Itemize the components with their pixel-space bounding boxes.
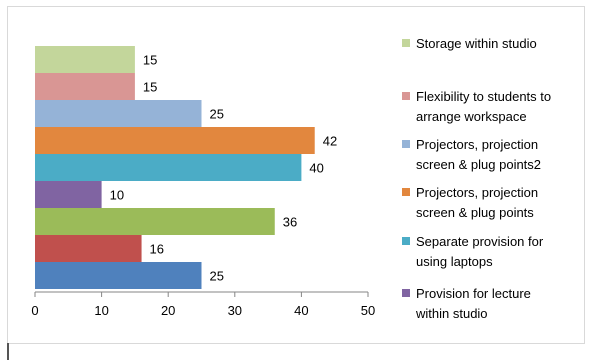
bar-value-label: 15 — [143, 80, 157, 95]
legend-label: using laptops — [416, 254, 493, 269]
bar-2 — [35, 73, 135, 100]
x-tick-label: 10 — [94, 303, 108, 318]
bar-6 — [35, 181, 102, 208]
x-tick-label: 30 — [228, 303, 242, 318]
bar-value-label: 16 — [150, 242, 164, 257]
legend-label: screen & plug points2 — [416, 157, 541, 172]
bar-value-label: 10 — [110, 188, 124, 203]
bar-9 — [35, 262, 202, 289]
legend-label: Projectors, projection — [416, 137, 538, 152]
x-tick-label: 0 — [31, 303, 38, 318]
bar-3 — [35, 100, 202, 127]
legend-swatch — [402, 39, 410, 47]
legend-label: Provision for lecture — [416, 286, 531, 301]
x-tick-label: 50 — [361, 303, 375, 318]
legend-label: Storage within studio — [416, 36, 537, 51]
legend-label: within studio — [415, 306, 488, 321]
bar-value-label: 25 — [210, 107, 224, 122]
legend-label: Projectors, projection — [416, 185, 538, 200]
legend-label: arrange workspace — [416, 109, 527, 124]
legend-swatch — [402, 289, 410, 297]
bar-4 — [35, 127, 315, 154]
bar-8 — [35, 235, 142, 262]
bar-value-label: 25 — [210, 269, 224, 284]
bar-value-label: 15 — [143, 53, 157, 68]
text-cursor — [7, 343, 9, 360]
bar-1 — [35, 46, 135, 73]
bar-value-label: 36 — [283, 215, 297, 230]
legend-label: Separate provision for — [416, 234, 544, 249]
legend-swatch — [402, 237, 410, 245]
bar-7 — [35, 208, 275, 235]
legend-swatch — [402, 188, 410, 196]
chart-border — [7, 6, 585, 344]
bar-5 — [35, 154, 302, 181]
legend-label: Flexibility to students to — [416, 89, 551, 104]
legend-swatch — [402, 140, 410, 148]
x-tick-label: 20 — [161, 303, 175, 318]
bar-value-label: 40 — [309, 161, 323, 176]
legend-label: screen & plug points — [416, 205, 534, 220]
bar-value-label: 42 — [323, 134, 337, 149]
legend-swatch — [402, 92, 410, 100]
x-tick-label: 40 — [294, 303, 308, 318]
